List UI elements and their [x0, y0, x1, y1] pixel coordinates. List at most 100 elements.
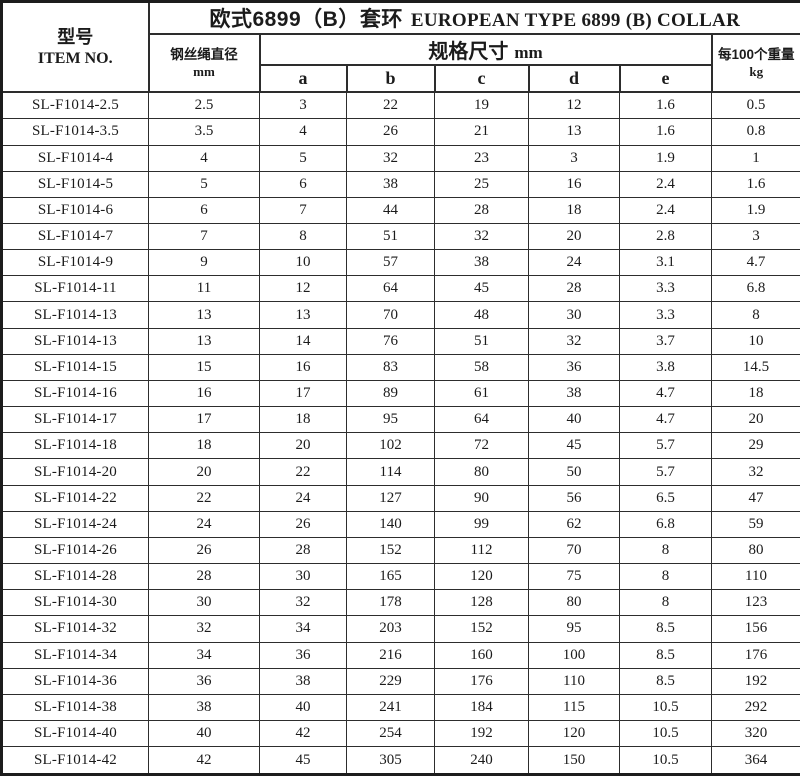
dim-d-cell: 38	[528, 379, 620, 408]
item-no-cell: SL-F1014-32	[1, 615, 149, 643]
dim-e-cell: 1.9	[619, 144, 712, 172]
dim-b-cell: 57	[346, 249, 435, 277]
header-weight-cn: 每100个重量	[718, 47, 795, 63]
header-weight-unit: kg	[749, 64, 764, 80]
dim-e-cell: 10.5	[619, 693, 712, 721]
dim-c-cell: 240	[434, 746, 529, 775]
weight-cell: 14.5	[710, 353, 800, 381]
diameter-cell: 13	[148, 327, 260, 355]
weight-cell: 320	[710, 719, 800, 748]
diameter-cell: 30	[148, 589, 260, 617]
table-row: SL-F1014-38 38 40 241 184 115 10.5 292	[1, 693, 800, 721]
weight-cell: 156	[710, 615, 800, 643]
dim-d-cell: 115	[528, 693, 620, 721]
item-no-cell: SL-F1014-17	[1, 406, 149, 434]
table-row: SL-F1014-11 11 12 64 45 28 3.3 6.8	[1, 275, 800, 303]
weight-cell: 1.9	[710, 196, 800, 225]
dim-a-cell: 40	[259, 693, 347, 721]
dim-a-cell: 7	[259, 196, 347, 225]
item-no-cell: SL-F1014-2.5	[1, 91, 149, 120]
dim-d-cell: 150	[528, 746, 620, 775]
table-row: SL-F1014-22 22 24 127 90 56 6.5 47	[1, 484, 800, 512]
dim-d-cell: 70	[528, 536, 620, 565]
dim-b-cell: 165	[346, 563, 435, 591]
dim-d-cell: 3	[528, 144, 620, 172]
dim-c-cell: 32	[434, 223, 529, 251]
dim-b-cell: 95	[346, 406, 435, 434]
dim-e-cell: 4.7	[619, 379, 712, 408]
item-no-cell: SL-F1014-34	[1, 641, 149, 669]
dim-e-cell: 3.3	[619, 275, 712, 303]
weight-cell: 59	[710, 510, 800, 538]
dim-a-cell: 18	[259, 406, 347, 434]
item-no-cell: SL-F1014-6	[1, 196, 149, 225]
dim-b-cell: 203	[346, 615, 435, 643]
item-no-cell: SL-F1014-28	[1, 563, 149, 591]
item-no-cell: SL-F1014-15	[1, 353, 149, 381]
dim-b-cell: 241	[346, 693, 435, 721]
dim-e-cell: 10.5	[619, 746, 712, 775]
weight-cell: 47	[710, 484, 800, 512]
table-row: SL-F1014-34 34 36 216 160 100 8.5 176	[1, 641, 800, 669]
dim-c-cell: 64	[434, 406, 529, 434]
table-row: SL-F1014-6 6 7 44 28 18 2.4 1.9	[1, 196, 800, 225]
dim-e-cell: 8	[619, 589, 712, 617]
dim-d-cell: 32	[528, 327, 620, 355]
diameter-cell: 9	[148, 249, 260, 277]
diameter-cell: 6	[148, 196, 260, 225]
item-no-cell: SL-F1014-5	[1, 170, 149, 198]
dim-c-cell: 48	[434, 301, 529, 329]
table-row: SL-F1014-30 30 32 178 128 80 8 123	[1, 589, 800, 617]
dim-e-cell: 2.4	[619, 196, 712, 225]
weight-cell: 8	[710, 301, 800, 329]
header-item-no-cn: 型号	[57, 27, 94, 48]
dim-a-cell: 28	[259, 536, 347, 565]
dim-a-cell: 30	[259, 563, 347, 591]
item-no-cell: SL-F1014-7	[1, 223, 149, 251]
table-row: SL-F1014-4 4 5 32 23 3 1.9 1	[1, 144, 800, 172]
table-row: SL-F1014-7 7 8 51 32 20 2.8 3	[1, 223, 800, 251]
dim-e-cell: 8.5	[619, 615, 712, 643]
dim-a-cell: 3	[259, 91, 347, 120]
dim-d-cell: 100	[528, 641, 620, 669]
diameter-cell: 28	[148, 563, 260, 591]
weight-cell: 3	[710, 223, 800, 251]
header-dim-a: a	[258, 64, 348, 93]
dim-e-cell: 3.8	[619, 353, 712, 381]
dim-c-cell: 21	[434, 118, 529, 146]
dim-e-cell: 10.5	[619, 719, 712, 748]
weight-cell: 192	[710, 667, 800, 695]
dim-a-cell: 20	[259, 432, 347, 460]
diameter-cell: 17	[148, 406, 260, 434]
weight-cell: 0.5	[710, 91, 800, 120]
dim-d-cell: 28	[528, 275, 620, 303]
table-row: SL-F1014-18 18 20 102 72 45 5.7 29	[1, 432, 800, 460]
diameter-cell: 18	[148, 432, 260, 460]
diameter-cell: 3.5	[148, 118, 260, 146]
dim-b-cell: 229	[346, 667, 435, 695]
dim-e-cell: 8.5	[619, 641, 712, 669]
header-wire-rope-diameter: 钢丝绳直径 mm	[147, 33, 261, 93]
dim-b-cell: 127	[346, 484, 435, 512]
weight-cell: 176	[710, 641, 800, 669]
item-no-cell: SL-F1014-3.5	[1, 118, 149, 146]
dim-b-cell: 44	[346, 196, 435, 225]
diameter-cell: 13	[148, 301, 260, 329]
dim-a-cell: 4	[259, 118, 347, 146]
weight-cell: 123	[710, 589, 800, 617]
item-no-cell: SL-F1014-42	[1, 746, 149, 775]
dim-d-cell: 24	[528, 249, 620, 277]
dim-b-cell: 76	[346, 327, 435, 355]
table-row: SL-F1014-3.5 3.5 4 26 21 13 1.6 0.8	[1, 118, 800, 146]
diameter-cell: 2.5	[148, 91, 260, 120]
weight-cell: 10	[710, 327, 800, 355]
dim-a-cell: 24	[259, 484, 347, 512]
dim-a-cell: 5	[259, 144, 347, 172]
dim-d-cell: 56	[528, 484, 620, 512]
dim-b-cell: 70	[346, 301, 435, 329]
dim-e-cell: 5.7	[619, 432, 712, 460]
dim-a-cell: 26	[259, 510, 347, 538]
table-body: SL-F1014-2.5 2.5 3 22 19 12 1.6 0.5 SL-F1014-3.5…	[1, 91, 800, 775]
dim-a-cell: 13	[259, 301, 347, 329]
diameter-cell: 38	[148, 693, 260, 721]
